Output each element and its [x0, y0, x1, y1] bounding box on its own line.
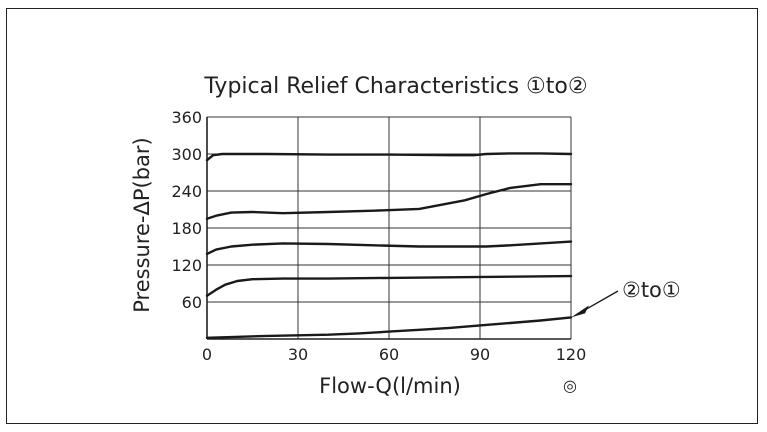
- footnote-symbol: ◎: [563, 376, 577, 395]
- curve-3: [205, 240, 573, 256]
- y-axis-label: Pressure-ΔP(bar): [130, 137, 154, 313]
- tick-labels: 0 30 60 90 120 60 120 180 240 300 360: [171, 108, 586, 364]
- curve-1: [205, 152, 573, 162]
- x-tick-120: 120: [556, 345, 587, 364]
- curves: [205, 152, 573, 339]
- chart-title: Typical Relief Characteristics ①to②: [203, 74, 587, 99]
- y-tick-120: 120: [171, 256, 202, 275]
- figure-frame: [6, 8, 758, 424]
- curve-2: [205, 183, 573, 220]
- annotation-arrowhead: [571, 305, 589, 318]
- y-tick-360: 360: [171, 108, 202, 127]
- y-tick-60: 60: [182, 293, 202, 312]
- x-tick-60: 60: [379, 345, 399, 364]
- x-tick-0: 0: [202, 345, 212, 364]
- x-tick-90: 90: [470, 345, 490, 364]
- annotation-label: ②to①: [622, 278, 681, 302]
- curve-5: [205, 316, 573, 339]
- curve-4: [205, 274, 573, 297]
- x-axis-label: Flow-Q(l/min): [319, 374, 461, 398]
- grid-lines: [206, 116, 572, 340]
- y-tick-180: 180: [171, 219, 202, 238]
- y-tick-300: 300: [171, 145, 202, 164]
- y-tick-240: 240: [171, 182, 202, 201]
- annotation-group: ②to①: [571, 278, 681, 318]
- x-tick-30: 30: [288, 345, 308, 364]
